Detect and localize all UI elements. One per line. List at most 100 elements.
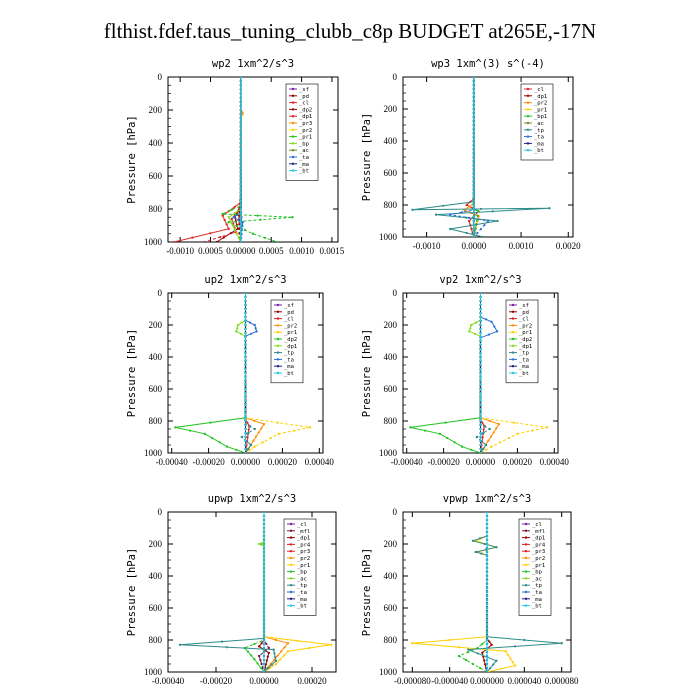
series-marker — [237, 323, 240, 327]
legend-entry: _ac — [534, 121, 544, 127]
y-axis-label: Pressure [hPa] — [361, 548, 373, 637]
legend-entry: _ma — [532, 597, 542, 603]
series-line — [173, 77, 242, 242]
legend-marker — [276, 371, 280, 375]
x-tick-label: 0.000040 — [507, 676, 541, 686]
chart-panel-5: vpwp 1xm^2/s^3 0 200 400 600 800 1000-0.000080… — [361, 493, 579, 686]
x-tick-label: 0.0010 — [289, 246, 314, 256]
series-marker — [286, 650, 290, 653]
series-marker — [475, 435, 478, 439]
series-marker — [239, 108, 242, 112]
x-tick-label: 0.00000 — [249, 676, 279, 686]
legend-marker — [291, 115, 295, 118]
legend-marker — [289, 543, 293, 546]
series-marker — [262, 512, 266, 514]
legend-entry: _dp1 — [534, 94, 547, 100]
series-marker — [468, 219, 471, 223]
legend-entry: _pr1 — [299, 135, 312, 141]
series-group — [178, 512, 333, 672]
series-marker — [225, 646, 228, 649]
series-marker — [472, 171, 475, 175]
legend-entry: _sf — [284, 303, 294, 309]
legend-marker — [291, 142, 295, 145]
legend-marker — [526, 87, 530, 91]
series-marker — [240, 321, 243, 324]
series-marker — [253, 642, 256, 646]
legend-entry: _pd — [299, 94, 309, 100]
series-marker — [243, 228, 247, 231]
series-marker — [235, 224, 238, 228]
page-title: flthist.fdef.taus_tuning_clubb_c8p BUDGE… — [104, 19, 596, 43]
x-tick-label: -0.00020 — [427, 457, 460, 467]
x-tick-label: 0.000080 — [545, 676, 579, 686]
series-marker — [230, 208, 233, 211]
legend-marker — [289, 522, 293, 526]
legend-entry: _sf — [519, 303, 529, 309]
series-marker — [274, 638, 278, 642]
legend-marker — [524, 604, 528, 607]
series-marker — [262, 586, 266, 590]
series-marker — [215, 240, 218, 242]
chart-title: up2 1xm^2/s^3 — [204, 274, 286, 286]
legend-marker — [526, 101, 530, 104]
legend-marker — [511, 344, 515, 347]
series-marker — [293, 429, 296, 432]
series-marker — [485, 670, 489, 672]
series-marker — [489, 667, 492, 670]
y-tick-label: 600 — [384, 603, 398, 613]
legend-entry: _cl — [299, 101, 309, 107]
series-marker — [239, 232, 242, 235]
legend-marker — [511, 371, 515, 375]
series-marker — [479, 299, 482, 303]
series-marker — [235, 330, 238, 333]
series-marker — [296, 639, 299, 642]
x-tick-label: -0.00040 — [152, 676, 185, 686]
series-marker — [472, 79, 475, 83]
series-marker — [485, 582, 489, 586]
series-marker — [262, 598, 266, 602]
legend-marker — [524, 529, 528, 532]
series-group — [411, 512, 563, 672]
series-marker — [239, 162, 242, 165]
series-marker — [244, 299, 247, 303]
series-marker — [485, 554, 489, 558]
series-marker — [485, 526, 489, 530]
series-marker — [253, 445, 256, 448]
series-marker — [486, 219, 490, 223]
series-marker — [479, 207, 483, 211]
series-marker — [483, 542, 486, 546]
series-marker — [485, 574, 489, 578]
series-marker — [262, 530, 266, 534]
series-marker — [442, 204, 445, 207]
series-marker — [239, 187, 242, 190]
series-marker — [229, 220, 232, 223]
y-tick-label: 800 — [384, 416, 398, 426]
legend-entry: _pr2 — [519, 323, 532, 329]
series-marker — [485, 594, 489, 598]
series-marker — [239, 212, 242, 215]
legend-marker — [511, 351, 515, 354]
series-marker — [239, 332, 242, 335]
series-marker — [260, 662, 263, 666]
series-marker — [449, 213, 452, 216]
series-marker — [490, 643, 493, 646]
series-marker — [472, 139, 475, 143]
series-marker — [485, 654, 489, 658]
series-marker — [487, 333, 490, 336]
series-marker — [262, 626, 266, 630]
series-marker — [482, 431, 485, 435]
y-axis-label: Pressure [hPa] — [126, 548, 138, 637]
series-marker — [267, 651, 270, 654]
series-marker — [227, 216, 230, 219]
series-marker — [260, 427, 263, 430]
series-marker — [485, 590, 489, 594]
series-marker — [259, 658, 262, 662]
series-marker — [472, 95, 475, 99]
legend-entry: _dp1 — [532, 536, 545, 542]
series-marker — [221, 212, 224, 216]
series-marker — [282, 654, 286, 657]
series-marker — [472, 163, 475, 167]
series-marker — [249, 321, 252, 324]
series-marker — [479, 355, 482, 359]
series-marker — [244, 295, 247, 299]
